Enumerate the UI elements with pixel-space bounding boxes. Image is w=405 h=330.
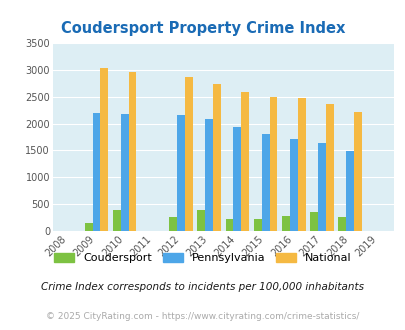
Bar [92,113,100,231]
Bar [128,72,136,231]
Bar [345,151,353,231]
Bar [100,68,108,231]
Bar [289,139,297,231]
Bar [353,112,361,231]
Bar [241,92,249,231]
Bar [297,98,305,231]
Bar [205,119,213,231]
Bar [337,217,345,231]
Bar [177,115,185,231]
Bar [113,210,120,231]
Bar [233,127,241,231]
Bar [225,219,233,231]
Bar [317,144,325,231]
Text: Crime Index corresponds to incidents per 100,000 inhabitants: Crime Index corresponds to incidents per… [41,282,364,292]
Bar [185,77,192,231]
Bar [253,219,261,231]
Bar [213,84,220,231]
Bar [325,104,333,231]
Bar [169,217,177,231]
Bar [84,223,92,231]
Bar [281,216,289,231]
Bar [261,134,269,231]
Bar [309,212,317,231]
Bar [269,97,277,231]
Text: Coudersport Property Crime Index: Coudersport Property Crime Index [61,21,344,36]
Bar [120,114,128,231]
Legend: Coudersport, Pennsylvania, National: Coudersport, Pennsylvania, National [49,248,356,268]
Bar [197,210,205,231]
Text: © 2025 CityRating.com - https://www.cityrating.com/crime-statistics/: © 2025 CityRating.com - https://www.city… [46,312,359,321]
